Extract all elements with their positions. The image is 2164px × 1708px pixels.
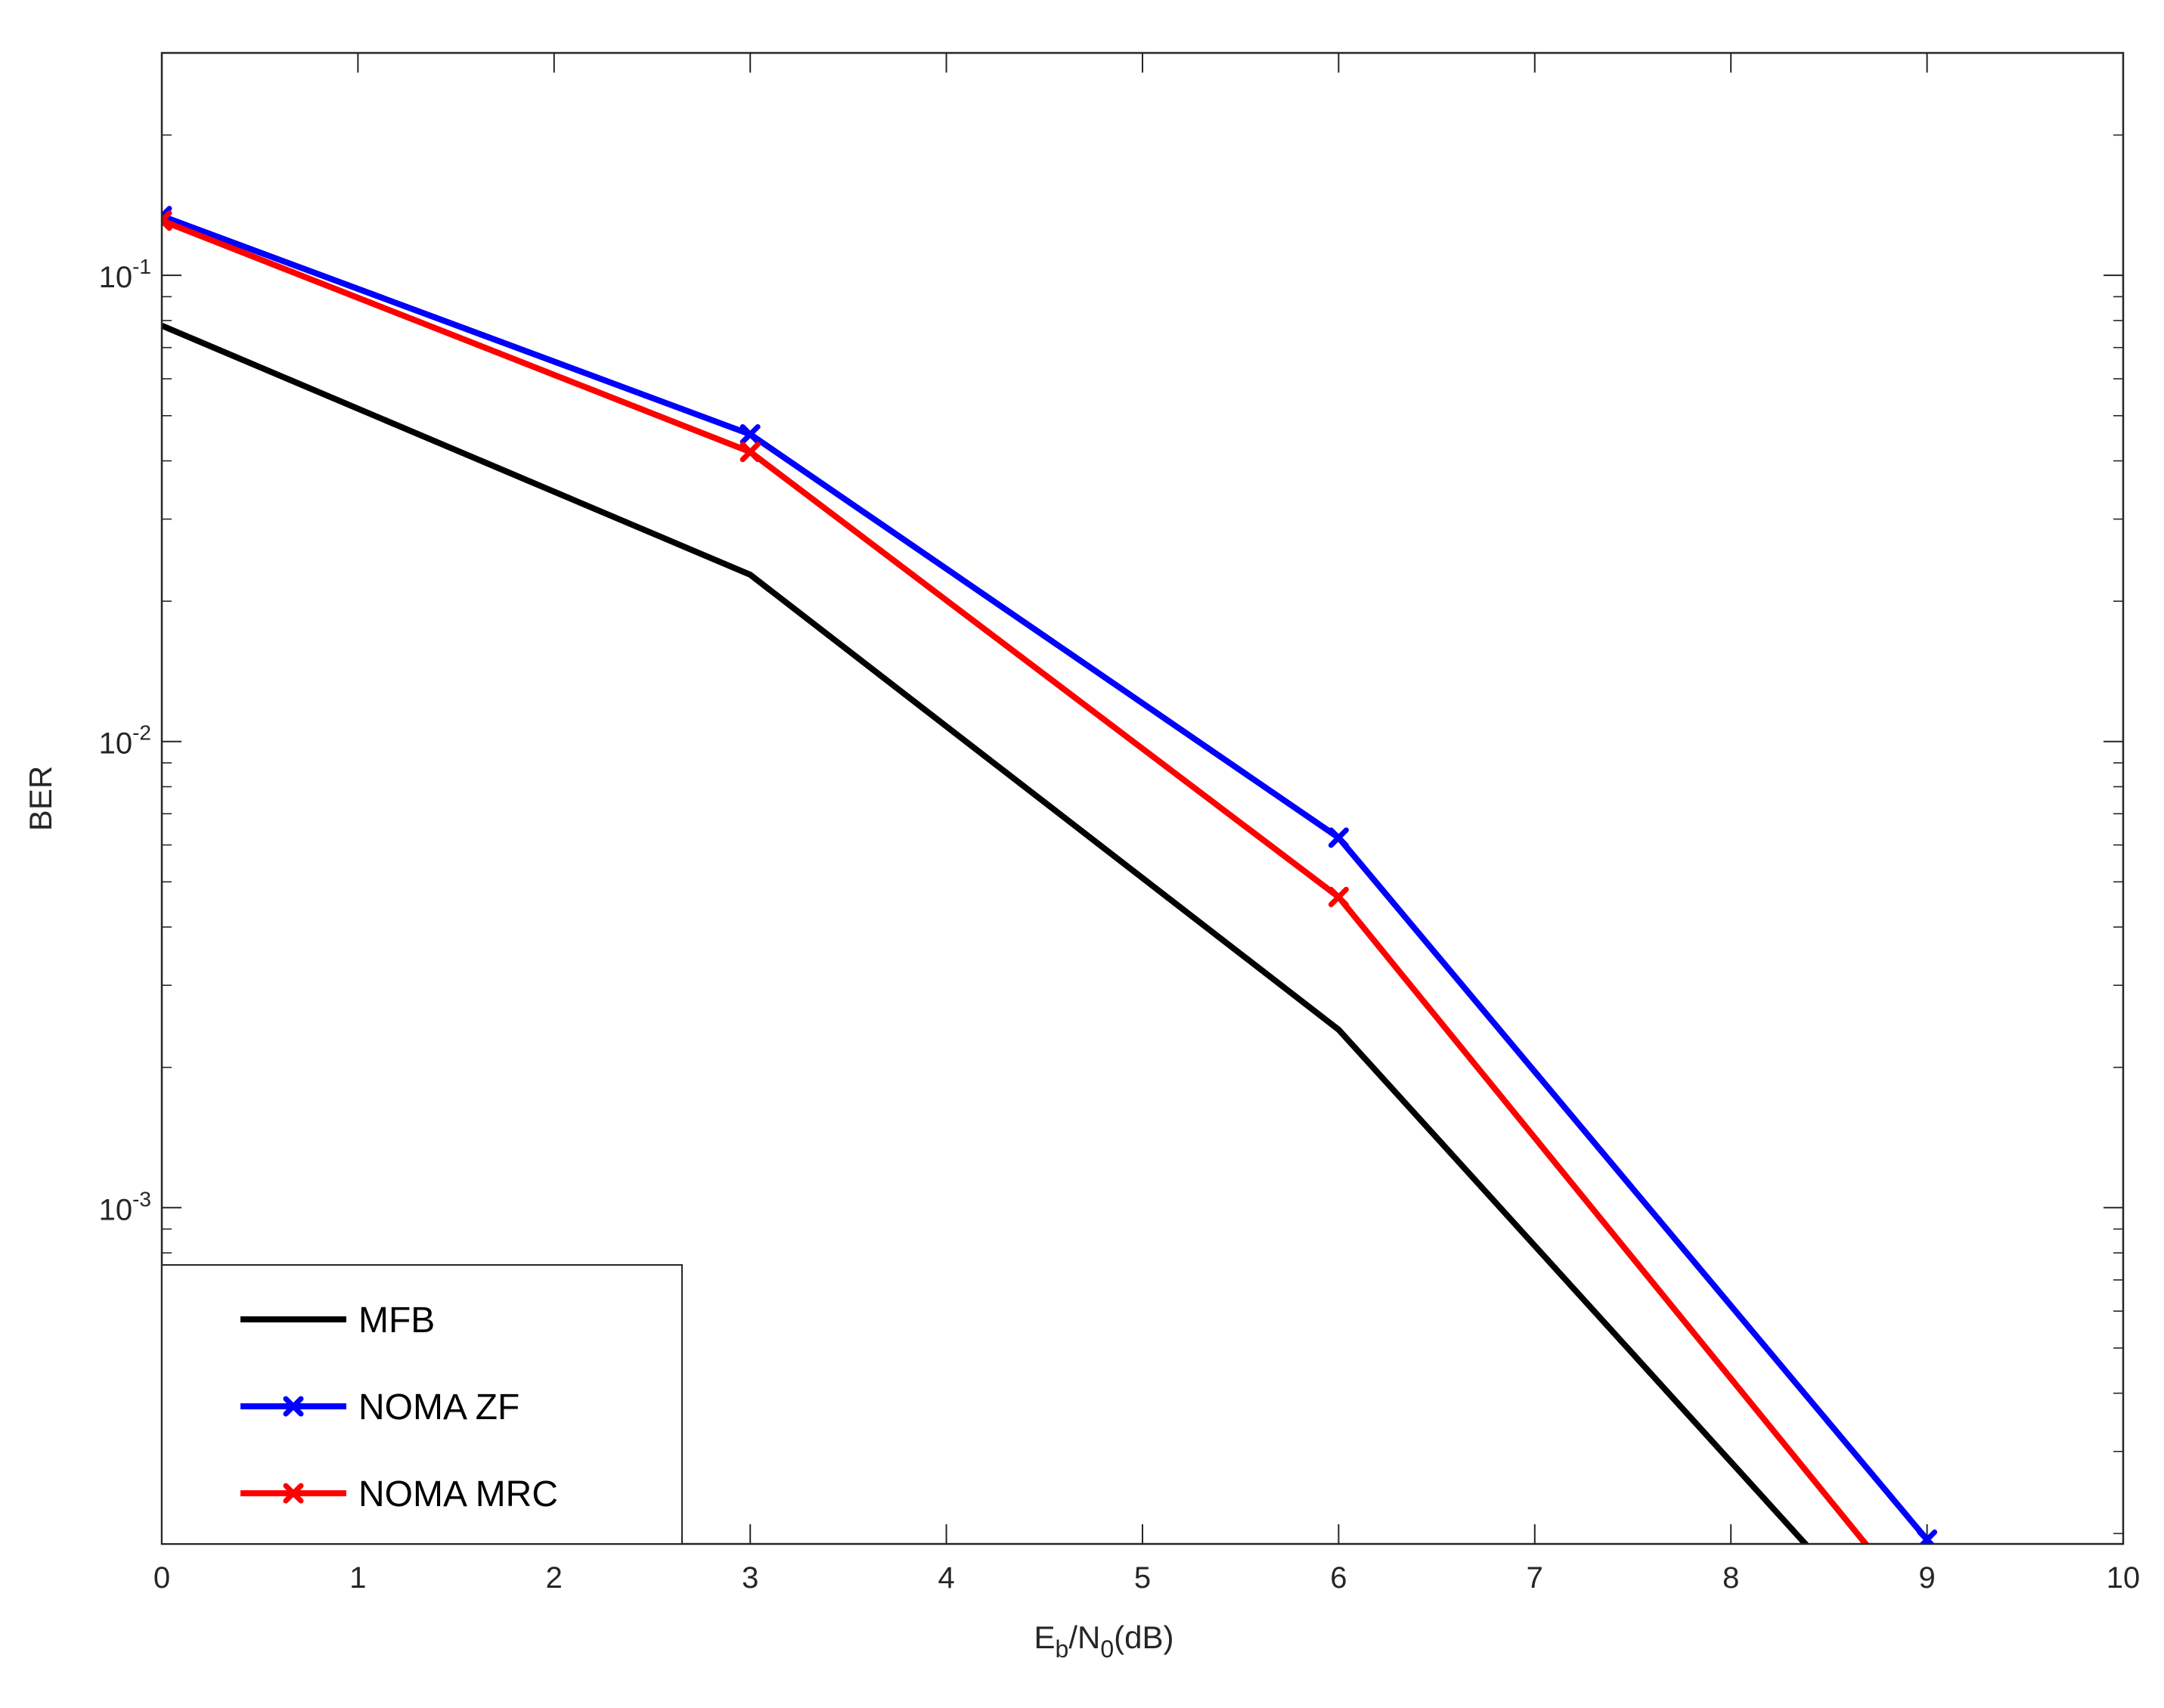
x-axis-label: Eb/N0(dB) xyxy=(1034,1620,1174,1663)
x-tick-label: 4 xyxy=(938,1561,954,1595)
y-tick-label: 10-2 xyxy=(99,721,151,761)
marker-stroke xyxy=(162,210,172,231)
x-tick-label: 3 xyxy=(742,1561,758,1595)
y-tick-label: 10-3 xyxy=(99,1187,151,1226)
legend-marker xyxy=(283,1396,304,1417)
x-tick-label: 6 xyxy=(1330,1561,1347,1595)
x-tick-label: 9 xyxy=(1918,1561,1935,1595)
x-tick-labels: 0 1 2 3 4 5 6 7 8 9 10 xyxy=(153,1561,2140,1595)
legend: MFB NOMA ZF NOMA MRC xyxy=(161,1264,683,1545)
legend-label: NOMA ZF xyxy=(358,1387,519,1427)
data-point xyxy=(162,210,172,231)
legend-label: MFB xyxy=(358,1300,435,1341)
y-tick-label: 10-1 xyxy=(99,255,151,294)
legend-marker xyxy=(283,1483,304,1504)
data-point xyxy=(739,423,761,445)
series-line-0 xyxy=(162,323,1810,1544)
x-tick-label: 2 xyxy=(546,1561,563,1595)
x-tick-label: 1 xyxy=(349,1561,366,1595)
x-tick-label: 0 xyxy=(153,1561,170,1595)
x-tick-label: 5 xyxy=(1134,1561,1151,1595)
legend-label: NOMA MRC xyxy=(358,1474,558,1514)
series-layer xyxy=(162,206,1938,1544)
series-line-1 xyxy=(162,213,1930,1542)
y-tick-labels: 10-1 10-2 10-3 xyxy=(99,255,151,1226)
marker-stroke xyxy=(283,1396,304,1417)
plot-frame xyxy=(160,51,2125,1545)
marker-stroke xyxy=(1917,1529,1938,1544)
marker-stroke xyxy=(1328,827,1349,848)
x-tick-label: 10 xyxy=(2107,1561,2141,1595)
data-point xyxy=(1328,886,1349,907)
x-tick-label: 8 xyxy=(1722,1561,1739,1595)
marker-stroke xyxy=(739,442,761,463)
series-line-2 xyxy=(162,218,1870,1544)
data-point xyxy=(1917,1529,1938,1544)
marker-stroke xyxy=(283,1483,304,1504)
marker-stroke xyxy=(739,423,761,445)
marker-stroke xyxy=(1328,886,1349,907)
data-point xyxy=(739,442,761,463)
x-tick-label: 7 xyxy=(1527,1561,1543,1595)
y-axis-label: BER xyxy=(23,766,58,831)
data-point xyxy=(1328,827,1349,848)
